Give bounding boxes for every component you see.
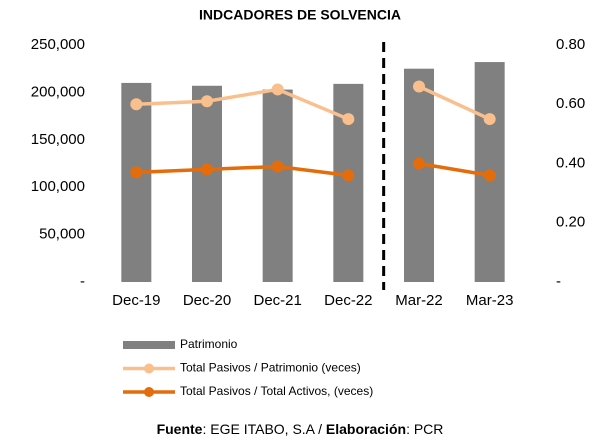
y2-tick-label: 0.80 <box>556 36 585 53</box>
line <box>136 87 350 121</box>
source-label: Fuente <box>157 421 203 437</box>
y2-tick-label: 0.20 <box>556 214 585 231</box>
x-tick-label: Dec-22 <box>324 292 372 309</box>
line-point <box>271 160 284 173</box>
source-text: : EGE ITABO, S.A / <box>202 421 325 437</box>
y-tick-label: 200,000 <box>31 83 85 100</box>
source-label: Elaboración <box>326 421 406 437</box>
source-text: : PCR <box>406 421 443 437</box>
legend-swatch <box>144 387 154 397</box>
line-point <box>483 169 496 182</box>
y2-tick-label: - <box>556 273 561 290</box>
bar <box>121 82 152 282</box>
y-tick-label: 50,000 <box>39 226 85 243</box>
legend-label: Total Pasivos / Total Activos, (veces) <box>180 384 373 398</box>
line-point <box>130 98 143 111</box>
x-tick-label: Dec-19 <box>112 292 160 309</box>
legend-label: Patrimonio <box>180 337 238 351</box>
chart-title: INDCADORES DE SOLVENCIA <box>199 7 401 23</box>
line-point <box>201 163 213 176</box>
source-note: Fuente: EGE ITABO, S.A / Elaboración: PC… <box>157 421 444 437</box>
x-tick-label: Mar-22 <box>395 292 443 309</box>
line-point <box>483 113 496 126</box>
line-point <box>130 166 143 179</box>
legend-swatch <box>144 363 154 374</box>
y-tick-label: - <box>80 273 85 290</box>
legend-swatch <box>123 341 175 349</box>
line-point <box>413 80 425 93</box>
line-point <box>271 83 284 96</box>
y2-tick-label: 0.60 <box>556 95 585 112</box>
y-tick-label: 150,000 <box>31 131 85 148</box>
x-tick-label: Mar-23 <box>466 292 514 309</box>
y-tick-label: 100,000 <box>31 178 85 195</box>
line-point <box>201 95 213 108</box>
y-tick-label: 250,000 <box>31 36 85 53</box>
x-tick-label: Dec-20 <box>183 292 231 309</box>
legend-label: Total Pasivos / Patrimonio (veces) <box>180 361 361 375</box>
y2-tick-label: 0.40 <box>556 154 585 171</box>
line <box>418 84 491 121</box>
line <box>418 161 490 178</box>
line-point <box>342 169 355 182</box>
line-point <box>413 157 425 170</box>
x-tick-label: Dec-21 <box>253 292 301 309</box>
bar <box>404 68 434 282</box>
line-point <box>342 113 355 126</box>
line <box>136 164 349 178</box>
bar <box>262 89 293 282</box>
bar <box>192 85 222 282</box>
